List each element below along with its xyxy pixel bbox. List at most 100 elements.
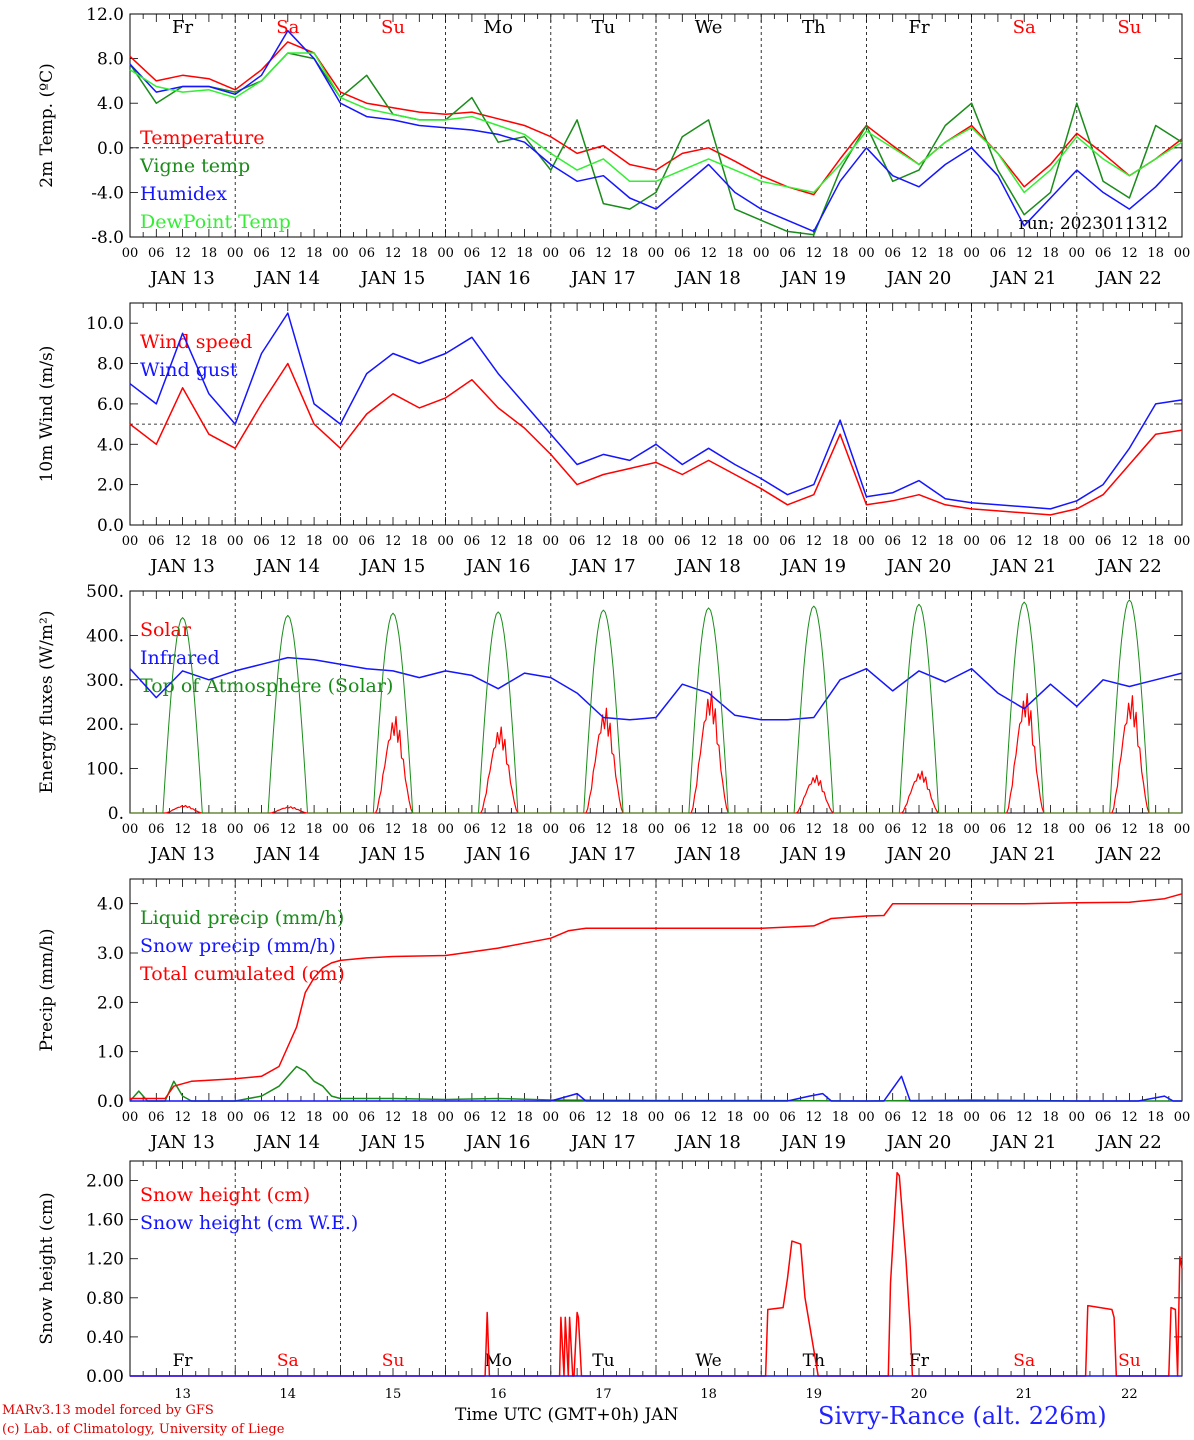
y-tick-label: 4.0	[97, 94, 124, 114]
y-axis-label: 2m Temp. (ºC)	[37, 63, 57, 188]
hour-label: 00	[1069, 246, 1086, 261]
date-label: JAN 16	[464, 1132, 531, 1153]
weekday-label: We	[695, 17, 723, 38]
hour-label: 12	[174, 246, 191, 261]
hour-label: 18	[516, 1110, 533, 1125]
hour-label: 06	[148, 1110, 165, 1125]
hour-label: 00	[648, 246, 665, 261]
hour-label: 18	[201, 822, 218, 837]
date-label: JAN 22	[1095, 1132, 1162, 1153]
y-tick-label: 1.0	[97, 1043, 124, 1063]
hour-label: 06	[779, 246, 796, 261]
date-label: JAN 18	[674, 844, 741, 865]
hour-label: 12	[174, 534, 191, 549]
panel-frame	[129, 13, 1183, 238]
hour-label: 12	[280, 534, 297, 549]
panel-1: 12.0 8.0 4.0 0.0 -4.0 -8.0 2m Temp. (ºC) 00 06 12…	[37, 5, 1190, 289]
weekday-label: We	[696, 1351, 722, 1371]
run-label: run: 2023011312	[1019, 214, 1168, 234]
legend-humidex: Humidex	[140, 183, 227, 205]
hour-label: 06	[884, 534, 901, 549]
hour-label: 00	[858, 534, 875, 549]
weekday-label: Tu	[592, 17, 616, 38]
date-label: JAN 21	[990, 844, 1057, 865]
date-label: JAN 20	[885, 268, 952, 289]
day-number: 13	[174, 1387, 191, 1402]
hour-label: 12	[490, 534, 507, 549]
hour-label: 12	[1121, 246, 1138, 261]
hour-label: 00	[332, 1110, 349, 1125]
date-label: JAN 15	[359, 1132, 426, 1153]
hour-label: 12	[1121, 534, 1138, 549]
legend-temperature: Temperature	[140, 127, 264, 149]
date-label: JAN 13	[148, 268, 215, 289]
y-tick-label: 6.0	[97, 395, 124, 415]
hour-label: 06	[674, 1110, 691, 1125]
hour-label: 18	[516, 822, 533, 837]
hour-label: 18	[1042, 822, 1059, 837]
series-top-of-atmosphere-solar	[1076, 599, 1182, 814]
hour-label: 12	[385, 1110, 402, 1125]
y-tick-label: -8.0	[91, 228, 124, 248]
hour-label: 06	[464, 246, 481, 261]
hour-label: 12	[700, 246, 717, 261]
hour-label: 18	[516, 534, 533, 549]
hour-label: 00	[437, 246, 454, 261]
hour-label: 06	[569, 534, 586, 549]
hour-label: 00	[437, 1110, 454, 1125]
weekday-label: Su	[1118, 1351, 1141, 1371]
day-number: 20	[911, 1387, 928, 1402]
y-tick-label: 0.40	[86, 1328, 124, 1348]
hour-label: 12	[1016, 246, 1033, 261]
hour-label: 06	[358, 534, 375, 549]
weekday-label: Su	[1117, 17, 1141, 38]
hour-label: 18	[937, 822, 954, 837]
hour-label: 18	[727, 1110, 744, 1125]
lab-credit: (c) Lab. of Climatology, University of L…	[2, 1422, 285, 1437]
legend-top-of-atmosphere-solar: Top of Atmosphere (Solar)	[140, 675, 393, 697]
hour-label: 00	[1174, 1110, 1191, 1125]
series-solar	[340, 715, 446, 814]
hour-label: 18	[201, 534, 218, 549]
hour-label: 00	[543, 1110, 560, 1125]
y-axis-label: 10m Wind (m/s)	[37, 346, 57, 483]
hour-label: 00	[1069, 534, 1086, 549]
date-label: JAN 19	[780, 844, 847, 865]
y-tick-label: 0.0	[97, 516, 124, 536]
series-solar	[445, 726, 551, 814]
date-label: JAN 17	[569, 1132, 636, 1153]
series-solar	[235, 806, 341, 814]
y-tick-label: 0.	[108, 804, 124, 824]
hour-label: 00	[227, 1110, 244, 1125]
hour-label: 18	[832, 246, 849, 261]
hour-label: 06	[1095, 246, 1112, 261]
series-snow-height-cm	[130, 1171, 1183, 1377]
hour-label: 12	[280, 1110, 297, 1125]
date-label: JAN 15	[359, 556, 426, 577]
hour-label: 12	[1121, 1110, 1138, 1125]
series-top-of-atmosphere-solar	[340, 612, 446, 814]
hour-label: 00	[543, 246, 560, 261]
hour-label: 12	[1016, 534, 1033, 549]
hour-label: 18	[727, 822, 744, 837]
panel-3: 500. 400. 300. 200. 100. 0. Energy fluxes (W/m…	[37, 582, 1190, 865]
hour-label: 06	[569, 246, 586, 261]
legend-snow-height-cm: Snow height (cm)	[140, 1184, 310, 1206]
hour-label: 06	[884, 1110, 901, 1125]
date-label: JAN 14	[254, 268, 321, 289]
hour-label: 12	[174, 822, 191, 837]
y-tick-label: 2.0	[97, 476, 124, 496]
hour-label: 18	[937, 1110, 954, 1125]
hour-label: 18	[1042, 534, 1059, 549]
panel-5: 2.00 1.60 1.20 0.80 0.40 0.00 Snow height (cm)…	[37, 1160, 1183, 1402]
hour-label: 18	[516, 246, 533, 261]
weekday-label: Sa	[277, 1351, 299, 1371]
y-tick-label: 8.0	[97, 355, 124, 375]
y-tick-label: 400.	[86, 626, 124, 646]
date-label: JAN 18	[674, 1132, 741, 1153]
hour-label: 00	[1174, 534, 1191, 549]
hour-label: 06	[358, 246, 375, 261]
hour-label: 18	[727, 534, 744, 549]
hour-label: 12	[595, 822, 612, 837]
